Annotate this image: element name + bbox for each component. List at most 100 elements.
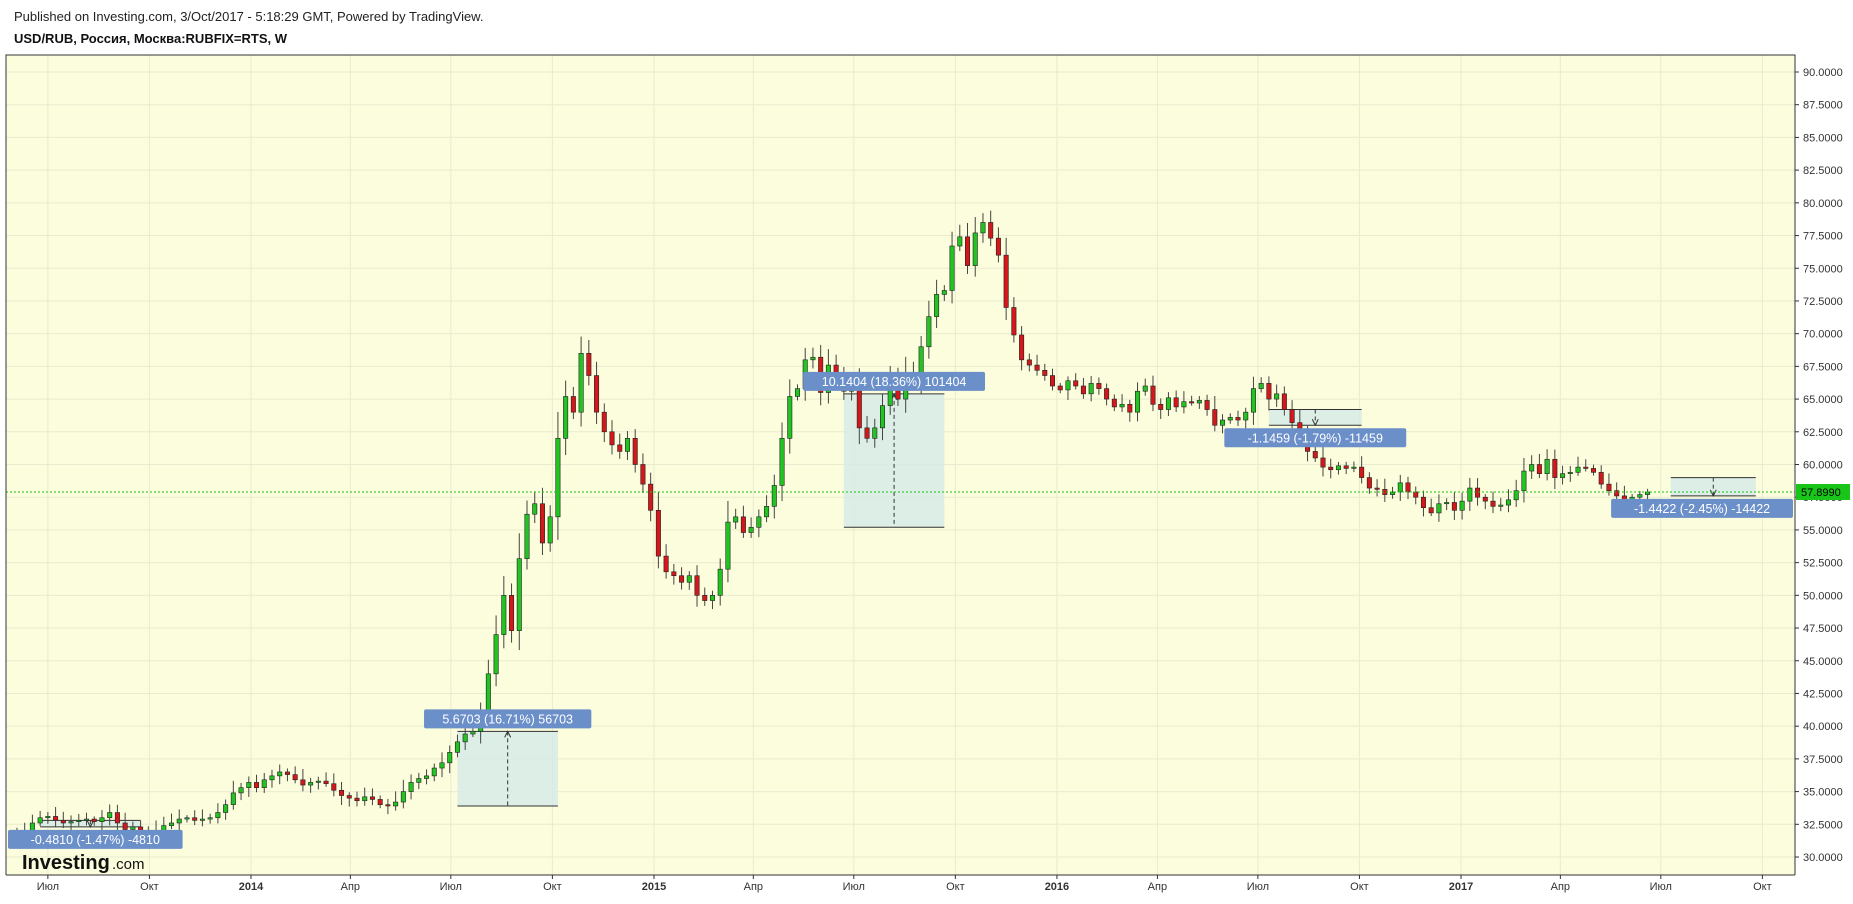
candle-body (1212, 409, 1218, 426)
candle (1583, 459, 1589, 472)
candle-body (1413, 491, 1419, 498)
candle-body (570, 396, 576, 413)
x-tick-label: Июл (37, 881, 59, 893)
candle-body (1034, 364, 1040, 371)
candle (1482, 494, 1488, 510)
candle (624, 430, 630, 461)
candle-body (586, 352, 592, 376)
candle (107, 804, 113, 826)
candle-body (207, 817, 213, 820)
candle (277, 764, 283, 785)
candle (1266, 376, 1272, 411)
candle-body (632, 438, 638, 465)
y-tick-label: 50.0000 (1803, 590, 1843, 602)
candle-body (1181, 401, 1187, 408)
candle-body (1390, 491, 1396, 495)
candle-body (53, 816, 59, 821)
candle-body (1420, 496, 1426, 508)
candle (230, 780, 236, 810)
candle-body (107, 812, 113, 819)
candle-body (114, 812, 120, 824)
candle-body (1482, 496, 1488, 502)
y-tick-label: 77.5000 (1803, 231, 1843, 243)
candle (385, 798, 391, 815)
candle-body (980, 222, 986, 234)
candlesticks (14, 210, 1651, 843)
candle-body (509, 595, 515, 631)
candle-body (1583, 466, 1589, 469)
candle-body (1544, 458, 1550, 474)
candle (1212, 395, 1218, 432)
measure-label: -0.4810 (-1.47%) -4810 (8, 829, 183, 849)
published-info: Published on Investing.com, 3/Oct/2017 -… (14, 9, 484, 24)
symbol-title: USD/RUB, Россия, Москва:RUBFIX=RTS, W (14, 31, 288, 46)
candle (810, 347, 816, 369)
candle-body (1135, 390, 1141, 413)
candle (764, 495, 770, 523)
candle (1150, 375, 1156, 412)
x-tick-label: 2014 (239, 881, 264, 893)
candle (339, 781, 345, 805)
candle-body (872, 427, 878, 439)
candle-body (794, 388, 800, 397)
measure-arrow-head (504, 730, 512, 738)
candle-body (1536, 464, 1542, 474)
candle (53, 807, 59, 828)
candle (1552, 449, 1558, 490)
candle-body (532, 503, 538, 515)
candle-body (1165, 397, 1171, 410)
candle-body (60, 820, 66, 824)
candle (292, 766, 298, 784)
candle-body (1189, 401, 1195, 404)
measure-label-bg (1611, 498, 1793, 518)
candle (1057, 382, 1063, 394)
candle-body (1088, 383, 1094, 395)
y-tick-label: 37.5000 (1803, 754, 1843, 766)
y-axis-panel[interactable] (1795, 55, 1853, 875)
candle (424, 769, 430, 785)
candle-body (1274, 393, 1280, 400)
candle-body (949, 245, 955, 291)
candle-body (972, 232, 978, 266)
x-tick-label: 2017 (1449, 881, 1473, 893)
candle-body (485, 673, 491, 714)
candle (501, 576, 507, 649)
x-tick-label: Июл (1247, 881, 1269, 893)
candle (114, 804, 120, 833)
candle (37, 810, 43, 827)
candle-body (122, 822, 128, 830)
candle (1281, 386, 1287, 416)
candle-body (501, 595, 507, 635)
candle-body (709, 595, 715, 601)
candle (323, 772, 329, 787)
candle-body (346, 795, 352, 799)
candle-body (1266, 383, 1272, 400)
candle-body (1227, 417, 1233, 421)
candle (663, 544, 669, 579)
candle (1111, 394, 1117, 412)
candle (308, 777, 314, 793)
candle (988, 210, 994, 246)
x-tick-label: Апр (744, 881, 763, 893)
candle (640, 453, 646, 494)
candle (686, 571, 692, 590)
candle (99, 810, 105, 831)
candle-body (408, 782, 414, 792)
candle (578, 336, 584, 427)
candle (1173, 390, 1179, 412)
candle-body (447, 752, 453, 764)
candle (416, 772, 422, 790)
x-axis-panel[interactable] (0, 875, 1853, 904)
last-price-badge-bg (1796, 483, 1850, 500)
measure-label-bg (803, 371, 986, 391)
x-tick-label: Окт (1350, 881, 1369, 893)
measure-label-text: 10.1404 (18.36%) 101404 (822, 375, 967, 389)
y-tick-label: 85.0000 (1803, 132, 1843, 144)
candle-body (1351, 466, 1357, 469)
candle (184, 815, 190, 823)
candle (539, 487, 545, 555)
measure-label: 5.6703 (16.71%) 56703 (424, 709, 592, 729)
candle (1196, 396, 1202, 409)
candle (1335, 461, 1341, 475)
